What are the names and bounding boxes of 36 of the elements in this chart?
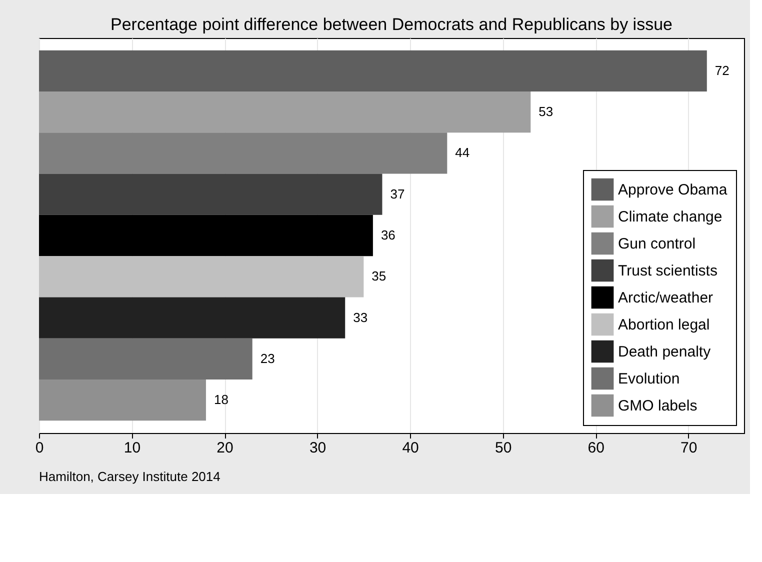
x-tick-label: 70	[680, 440, 698, 456]
legend-label: Abortion legal	[618, 316, 710, 334]
data-label: 53	[538, 104, 554, 120]
bar	[39, 50, 707, 92]
data-label: 18	[214, 392, 228, 408]
bar	[39, 256, 364, 298]
data-label: 72	[714, 62, 730, 78]
bar	[39, 338, 252, 380]
data-label: 36	[380, 228, 396, 242]
x-tick-label: 40	[402, 440, 419, 456]
x-tick-label: 20	[216, 440, 234, 456]
legend-label: Evolution	[618, 370, 680, 388]
bar	[39, 297, 346, 338]
x-tick-label: 50	[494, 440, 512, 456]
x-tick-label: 10	[124, 440, 141, 456]
data-label: 35	[372, 268, 386, 284]
legend-label: Arctic/weather	[618, 290, 714, 306]
bar	[39, 91, 531, 133]
text: Hamilton, Carsey Institute 2014	[39, 469, 220, 484]
data-label: 44	[455, 145, 470, 160]
bar	[39, 174, 382, 215]
legend-label: Trust scientists	[618, 262, 718, 280]
legend-label: Death penalty	[618, 344, 712, 360]
data-label: 37	[390, 186, 405, 202]
data-label: 23	[260, 350, 275, 366]
x-tick-label: 60	[588, 440, 604, 456]
legend-label: Gun control	[618, 236, 696, 252]
data-label: 33	[353, 310, 368, 325]
legend-label: GMO labels	[618, 398, 698, 414]
legend-label: Approve Obama	[618, 182, 728, 198]
legend-label: Climate change	[618, 208, 722, 226]
x-tick-label: 0	[35, 440, 44, 456]
x-tick-label: 30	[309, 440, 326, 456]
bar	[39, 132, 448, 174]
chart-title: Percentage point difference between Democrats and Republicans by issue	[110, 15, 672, 34]
bar	[39, 380, 206, 421]
